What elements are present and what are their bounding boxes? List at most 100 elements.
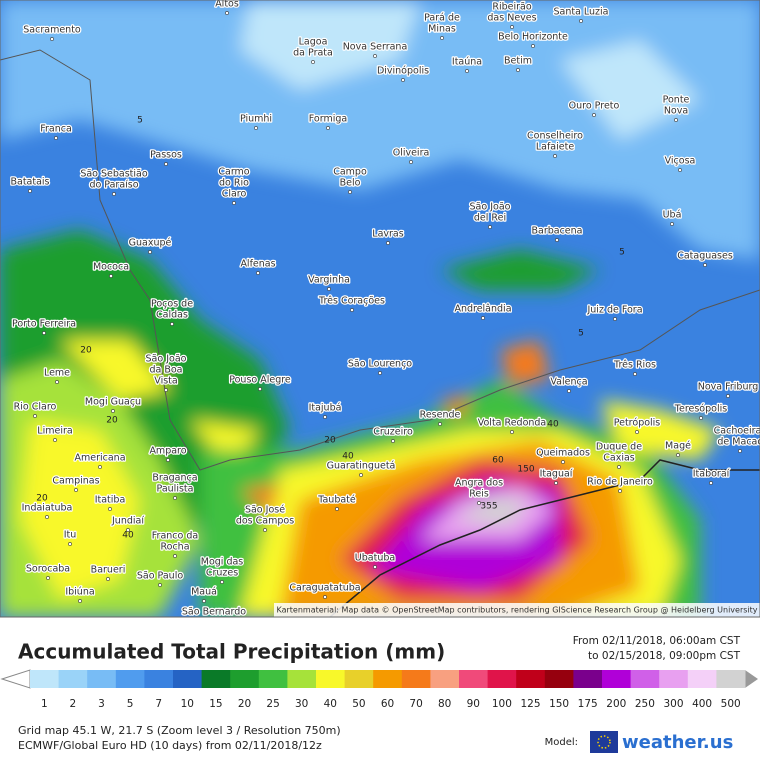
legend-swatch bbox=[87, 670, 117, 688]
city-label: Sorocaba bbox=[26, 564, 70, 575]
city-label: Lavras bbox=[372, 229, 403, 240]
city-dot bbox=[613, 317, 617, 321]
city-dot bbox=[373, 54, 377, 58]
city-label: Três Corações bbox=[318, 296, 385, 307]
legend-label: 250 bbox=[635, 698, 655, 710]
city-label: Ribeirão bbox=[492, 2, 531, 13]
legend-swatch bbox=[373, 670, 403, 688]
legend-label: 5 bbox=[127, 698, 134, 710]
city-label: São Lourenço bbox=[348, 359, 412, 370]
city-label: Bragança bbox=[152, 473, 197, 484]
city-label: Batatais bbox=[10, 177, 49, 188]
contour-label: 40 bbox=[342, 452, 354, 462]
contour-label: 355 bbox=[480, 502, 497, 512]
city-label: Itajubá bbox=[309, 403, 342, 414]
city-label: São João bbox=[146, 354, 187, 365]
city-label: das Neves bbox=[487, 13, 536, 24]
city-label: Sacramento bbox=[23, 25, 81, 36]
city-label: Itatiba bbox=[95, 495, 126, 506]
city-dot bbox=[579, 19, 583, 23]
city-label: Minas bbox=[428, 24, 456, 35]
legend-label: 70 bbox=[409, 698, 422, 710]
city-dot bbox=[531, 44, 535, 48]
city-label: Americana bbox=[74, 453, 125, 464]
model-run: ECMWF/Global Euro HD (10 days) from 02/1… bbox=[18, 739, 322, 752]
city-label: Nova Serrana bbox=[343, 42, 408, 53]
from-date: From 02/11/2018, 06:00am CST bbox=[573, 635, 741, 647]
city-label: Cruzeiro bbox=[373, 427, 413, 438]
city-label: Volta Redonda bbox=[478, 418, 547, 429]
map-frame bbox=[0, 0, 760, 618]
city-label: Indaiatuba bbox=[22, 503, 73, 514]
legend-swatch bbox=[30, 670, 60, 688]
city-label: Guaxupé bbox=[129, 238, 172, 249]
city-dot bbox=[703, 263, 707, 267]
legend-label: 500 bbox=[721, 698, 741, 710]
city-dot bbox=[98, 465, 102, 469]
city-label: Passos bbox=[150, 150, 182, 161]
city-dot bbox=[555, 238, 559, 242]
contour-label: 5 bbox=[619, 248, 625, 258]
attribution: Kartenmaterial: Map data © OpenStreetMap… bbox=[276, 606, 757, 615]
city-dot bbox=[46, 576, 50, 580]
legend-label: 90 bbox=[467, 698, 480, 710]
eu-stars bbox=[597, 735, 611, 749]
city-label: de Macac bbox=[717, 437, 760, 448]
city-dot bbox=[409, 160, 413, 164]
city-dot bbox=[311, 60, 315, 64]
city-dot bbox=[78, 599, 82, 603]
city-dot bbox=[33, 414, 37, 418]
legend-swatch bbox=[201, 670, 231, 688]
city-dot bbox=[232, 201, 236, 205]
city-dot bbox=[567, 389, 571, 393]
precip-map: Kartenmaterial: Map data © OpenStreetMap… bbox=[0, 0, 760, 618]
city-label: Carmo bbox=[218, 167, 249, 178]
legend-swatch bbox=[430, 670, 460, 688]
legend-swatch bbox=[173, 670, 203, 688]
city-dot bbox=[220, 580, 224, 584]
city-dot bbox=[709, 481, 713, 485]
city-label: Teresópolis bbox=[674, 404, 727, 415]
legend-label: 125 bbox=[520, 698, 540, 710]
city-dot bbox=[510, 430, 514, 434]
city-label: Nova Friburg bbox=[698, 382, 759, 393]
legend-label: 25 bbox=[266, 698, 279, 710]
legend-label: 20 bbox=[238, 698, 251, 710]
city-label: Poços de bbox=[151, 299, 193, 310]
city-label: Barueri bbox=[91, 565, 126, 576]
city-label: Cachoeiras bbox=[714, 426, 760, 437]
city-label: Campo bbox=[333, 167, 367, 178]
city-dot bbox=[553, 154, 557, 158]
city-dot bbox=[326, 126, 330, 130]
legend-swatch bbox=[573, 670, 603, 688]
city-label: Itaboraí bbox=[693, 469, 730, 480]
city-label: Porto Ferreira bbox=[12, 319, 76, 330]
city-label: Caraguatatuba bbox=[289, 583, 360, 594]
city-dot bbox=[477, 501, 481, 505]
city-label: Jundiaí bbox=[111, 516, 144, 527]
legend-swatch bbox=[459, 670, 489, 688]
city-label: Cataguases bbox=[677, 251, 733, 262]
city-dot bbox=[373, 565, 377, 569]
city-dot bbox=[561, 460, 565, 464]
city-dot bbox=[592, 113, 596, 117]
city-label: Lafaiete bbox=[536, 142, 574, 153]
city-dot bbox=[74, 488, 78, 492]
city-label: Ouro Preto bbox=[569, 101, 620, 112]
city-label: Caldas bbox=[156, 310, 188, 321]
city-label: Franca bbox=[40, 124, 72, 135]
city-label: Viçosa bbox=[665, 156, 696, 167]
title: Accumulated Total Precipitation (mm) bbox=[18, 640, 445, 664]
contour-label: 150 bbox=[517, 465, 534, 475]
city-dot bbox=[53, 438, 57, 442]
contour-label: 5 bbox=[137, 116, 143, 126]
city-label: Ubá bbox=[663, 210, 682, 221]
city-dot bbox=[440, 36, 444, 40]
city-dot bbox=[55, 380, 59, 384]
city-dot bbox=[678, 168, 682, 172]
city-label: Itu bbox=[64, 530, 77, 541]
city-label: Belo bbox=[340, 178, 361, 189]
city-label: Nova bbox=[664, 106, 688, 117]
city-dot bbox=[225, 11, 229, 15]
city-label: São Bernardo bbox=[182, 607, 246, 618]
